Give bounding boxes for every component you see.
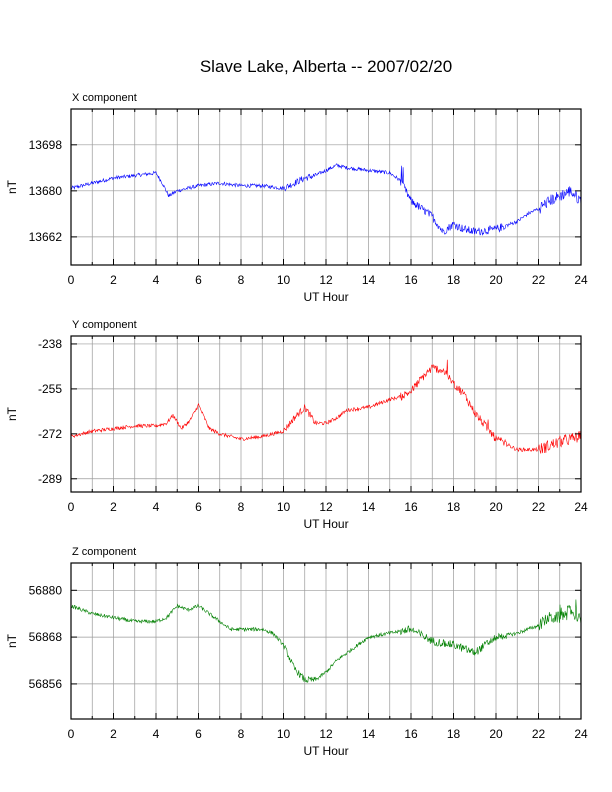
y-tick-label: 56880 — [29, 583, 63, 597]
x-tick-label: 24 — [574, 273, 588, 287]
x-tick-label: 2 — [110, 500, 117, 514]
x-tick-label: 20 — [489, 727, 503, 741]
x-tick-label: 24 — [574, 500, 588, 514]
x-tick-label: 18 — [447, 727, 461, 741]
x-tick-label: 12 — [319, 273, 333, 287]
x-tick-label: 12 — [319, 500, 333, 514]
x-tick-label: 8 — [238, 727, 245, 741]
x-tick-label: 18 — [447, 273, 461, 287]
x-tick-label: 6 — [195, 500, 202, 514]
x-tick-label: 12 — [319, 727, 333, 741]
page-title: Slave Lake, Alberta -- 2007/02/20 — [199, 57, 453, 76]
x-tick-label: 16 — [404, 727, 418, 741]
x-tick-label: 2 — [110, 273, 117, 287]
x-tick-label: 0 — [68, 500, 75, 514]
series-line — [70, 599, 582, 683]
y-tick-label: -289 — [38, 472, 62, 486]
x-axis-title: UT Hour — [303, 290, 348, 304]
x-tick-label: 18 — [447, 500, 461, 514]
x-tick-label: 8 — [238, 500, 245, 514]
series-line — [70, 163, 582, 236]
x-tick-label: 4 — [153, 727, 160, 741]
x-tick-label: 16 — [404, 500, 418, 514]
y-tick-label: 13662 — [29, 230, 63, 244]
x-tick-label: 24 — [574, 727, 588, 741]
y-axis-title: nT — [5, 179, 19, 194]
x-axis-title: UT Hour — [303, 744, 348, 758]
x-tick-label: 22 — [532, 500, 546, 514]
x-tick-label: 14 — [362, 727, 376, 741]
y-tick-label: 56856 — [29, 677, 63, 691]
panel-label: Y component — [72, 319, 137, 331]
x-tick-label: 22 — [532, 273, 546, 287]
x-tick-label: 2 — [110, 727, 117, 741]
panel-label: Z component — [72, 546, 136, 558]
series-line — [70, 359, 582, 454]
x-tick-label: 14 — [362, 273, 376, 287]
panel-label: X component — [72, 92, 137, 104]
y-tick-label: -255 — [38, 382, 62, 396]
x-tick-label: 6 — [195, 273, 202, 287]
x-tick-label: 20 — [489, 500, 503, 514]
x-tick-label: 6 — [195, 727, 202, 741]
y-tick-label: 13680 — [29, 184, 63, 198]
y-tick-label: 56868 — [29, 630, 63, 644]
x-tick-label: 20 — [489, 273, 503, 287]
x-tick-label: 8 — [238, 273, 245, 287]
y-axis-title: nT — [5, 633, 19, 648]
x-tick-label: 22 — [532, 727, 546, 741]
x-tick-label: 16 — [404, 273, 418, 287]
x-tick-label: 10 — [277, 500, 291, 514]
y-tick-label: -272 — [38, 427, 62, 441]
x-tick-label: 10 — [277, 273, 291, 287]
x-tick-label: 0 — [68, 273, 75, 287]
x-tick-label: 4 — [153, 273, 160, 287]
y-axis-title: nT — [5, 406, 19, 421]
y-tick-label: 13698 — [29, 138, 63, 152]
x-tick-label: 10 — [277, 727, 291, 741]
y-tick-label: -238 — [38, 337, 62, 351]
x-axis-title: UT Hour — [303, 517, 348, 531]
x-tick-label: 0 — [68, 727, 75, 741]
x-tick-label: 14 — [362, 500, 376, 514]
x-tick-label: 4 — [153, 500, 160, 514]
